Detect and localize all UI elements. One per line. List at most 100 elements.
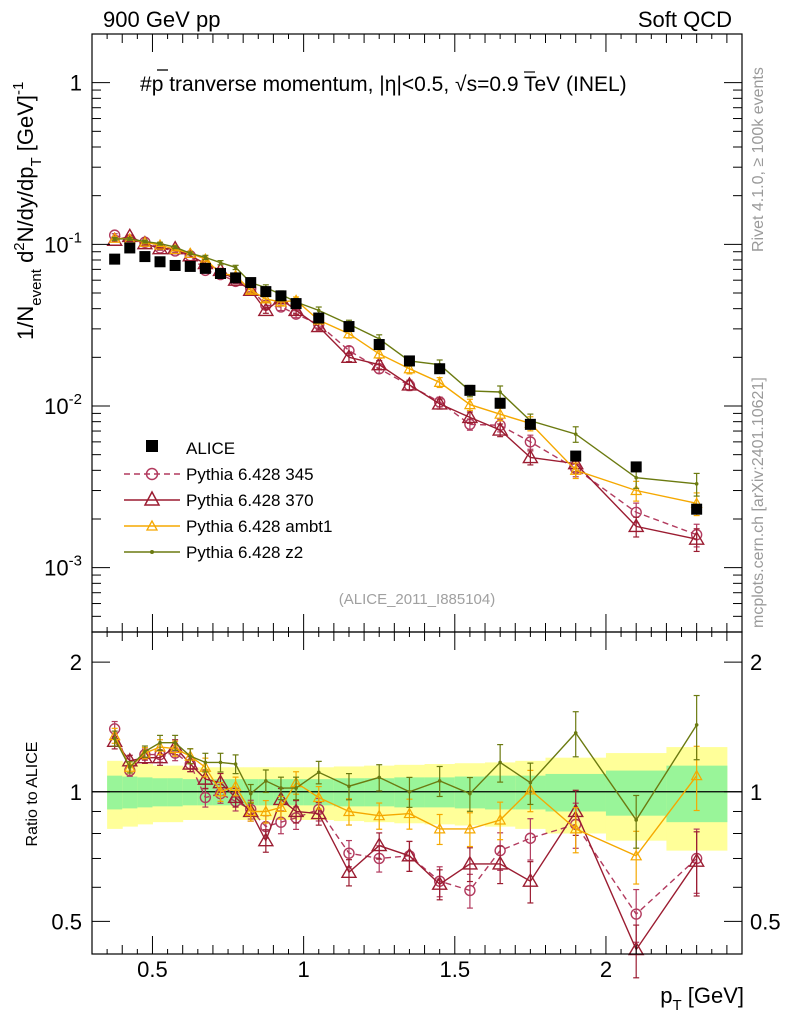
ratio-point-ambt1 (229, 780, 242, 791)
point-z2 (203, 255, 208, 260)
ratio-tick-labels: 0.5 0.5 1 1 2 2 0.5 1 1.5 2 (51, 650, 780, 982)
point-ambt1 (342, 327, 355, 339)
point-p370 (401, 376, 418, 391)
point-alice (124, 242, 136, 254)
main-y-tick-label: 10-2 (44, 391, 82, 419)
point-alice (373, 339, 385, 351)
main-plot-area (106, 227, 705, 553)
legend-label-p370: Pythia 6.428 370 (186, 491, 314, 510)
legend-marker-alice (146, 440, 158, 452)
legend-marker-p370 (143, 490, 161, 506)
ratio-point-ambt1 (630, 849, 643, 861)
ratio-point-z2 (188, 754, 193, 758)
ratio-point-ambt1 (259, 805, 272, 817)
point-ambt1 (433, 376, 446, 387)
point-p370 (431, 395, 448, 410)
ratio-point-ambt1 (154, 740, 167, 752)
ratio-y-tick-label-right: 2 (750, 650, 762, 675)
point-p370 (310, 318, 327, 333)
ratio-point-z2 (437, 779, 442, 783)
title-eta-cut: |<0.5, (396, 73, 455, 96)
ratio-y-tick-label-left: 1 (70, 780, 82, 805)
point-ambt1 (373, 347, 386, 359)
point-alice (184, 260, 196, 272)
ratio-band-inner (137, 777, 153, 808)
ratio-point-ambt1 (463, 822, 476, 834)
ratio-point-z2 (218, 760, 223, 765)
point-z2 (158, 241, 162, 246)
ratio-point-p370 (461, 855, 479, 870)
ratio-point-p345 (199, 791, 212, 804)
point-ambt1 (244, 284, 257, 295)
legend-label-z2: Pythia 6.428 z2 (186, 543, 303, 562)
ratio-panel: 0.5 0.5 1 1 2 2 0.5 1 1.5 2 Ratio to ALICE pT [Ge… (24, 631, 781, 1014)
point-p370 (627, 518, 645, 533)
ratio-point-z2 (233, 762, 238, 766)
ratio-point-ambt1 (312, 791, 325, 803)
ratio-point-p370 (257, 832, 275, 847)
ratio-point-p345 (630, 908, 642, 920)
main-y-tick-labels: 10-3 10-2 10-1 1 (44, 71, 82, 581)
ratio-point-ambt1 (690, 769, 703, 781)
ratio-point-z2 (248, 791, 253, 796)
legend-marker-z2 (150, 550, 154, 554)
point-z2 (127, 237, 132, 241)
point-z2 (634, 475, 638, 480)
title-sqrt: √ (455, 73, 467, 96)
ratio-point-p370 (340, 863, 358, 879)
ratio-point-z2 (377, 775, 382, 780)
ratio-point-z2 (143, 749, 147, 754)
point-alice (260, 286, 272, 298)
point-alice (275, 290, 287, 302)
point-p370 (151, 240, 169, 255)
ratio-point-p370 (197, 770, 214, 785)
point-p370 (522, 449, 539, 464)
point-z2 (498, 390, 502, 394)
main-panel: 10-3 10-2 10-1 1 #p tranverse momentum, |η|… (10, 33, 743, 633)
point-z2 (188, 251, 193, 256)
ratio-band-inner (122, 776, 138, 809)
ratio-point-z2 (694, 723, 699, 727)
point-p370 (242, 281, 259, 296)
point-alice (630, 461, 642, 473)
ratio-point-p345 (464, 884, 476, 897)
ratio-point-ambt1 (494, 813, 507, 825)
main-axis-ticks (91, 33, 743, 633)
point-z2 (233, 265, 238, 270)
ratio-point-p370 (491, 855, 509, 870)
point-alice (691, 503, 703, 515)
point-ambt1 (274, 295, 287, 307)
ratio-point-z2 (158, 740, 162, 745)
ratio-point-p345 (343, 847, 355, 859)
main-y-tick-label: 10-3 (44, 553, 82, 581)
ratio-point-ambt1 (244, 805, 257, 817)
point-alice (570, 450, 582, 462)
ratio-axis-ticks (91, 632, 743, 954)
title-eta: η (385, 73, 397, 96)
point-alice (464, 384, 476, 396)
title-abs-bar: | (379, 73, 384, 96)
point-alice (313, 312, 325, 324)
legend-marker-p345 (145, 467, 159, 481)
point-z2 (694, 482, 699, 486)
ratio-point-ambt1 (342, 805, 355, 817)
point-alice (139, 251, 151, 263)
point-p370 (688, 530, 705, 545)
point-ambt1 (494, 407, 507, 419)
point-z2 (112, 237, 117, 241)
ratio-point-ambt1 (403, 807, 416, 819)
main-title: #p tranverse momentum, |η|<0.5, √s=0.9 T… (140, 73, 627, 96)
point-z2 (573, 432, 578, 436)
main-y-axis-label: 1/Nevent d2N/dy/dpT [GeV]-1 (10, 82, 45, 340)
legend-label-ambt1: Pythia 6.428 ambt1 (186, 517, 332, 536)
ratio-point-z2 (112, 736, 117, 741)
point-ambt1 (403, 362, 416, 374)
ratio-point-p370 (151, 749, 169, 764)
ratio-point-p370 (431, 875, 448, 890)
ratio-point-z2 (347, 784, 351, 789)
point-alice (434, 363, 446, 375)
ratio-line-z2 (114, 724, 698, 822)
ratio-point-z2 (407, 789, 412, 794)
ratio-point-p370 (227, 789, 244, 804)
ratio-point-z2 (468, 791, 472, 796)
